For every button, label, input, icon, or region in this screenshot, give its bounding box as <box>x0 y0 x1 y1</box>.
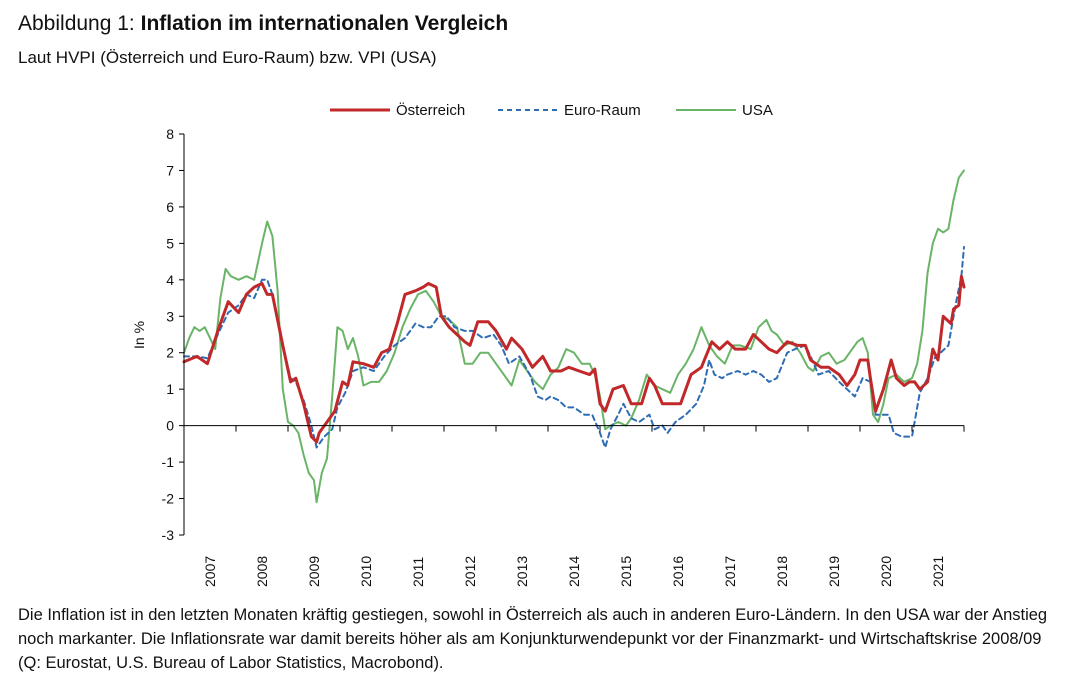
x-tick-label: 2013 <box>514 556 530 587</box>
legend-label: Euro-Raum <box>564 102 641 119</box>
x-tick-label: 2014 <box>566 556 582 587</box>
y-tick-label: -1 <box>162 454 175 470</box>
chart-legend: Österreich Euro-Raum USA <box>330 101 773 119</box>
y-tick-label: 7 <box>166 162 174 178</box>
x-tick-label: 2009 <box>306 556 322 587</box>
y-tick-label: 0 <box>166 418 174 434</box>
figure-title-text: Inflation im internationalen Vergleich <box>140 12 509 35</box>
x-tick-label: 2021 <box>930 556 946 587</box>
y-tick-label: 6 <box>166 199 174 215</box>
figure-title: Abbildung 1: Inflation im internationale… <box>18 10 508 38</box>
series-line-usa <box>183 169 965 504</box>
y-tick-label: 2 <box>166 345 174 361</box>
x-tick-label: 2017 <box>722 556 738 587</box>
y-tick-label: 8 <box>166 126 174 142</box>
y-tick-label: -2 <box>162 491 175 507</box>
series-line-euro-raum <box>183 246 965 449</box>
x-tick-label: 2008 <box>254 556 270 587</box>
figure-number: Abbildung 1: <box>18 12 135 35</box>
legend-label: Österreich <box>396 101 465 119</box>
x-tick-label: 2007 <box>202 556 218 587</box>
inflation-line-chart: Österreich Euro-Raum USA -3 -2 -1 0 1 2 3 4 5 6 7 8 20… <box>131 101 966 587</box>
figure-caption: Die Inflation ist in den letzten Monaten… <box>18 606 1048 672</box>
x-tick-label: 2011 <box>410 557 426 587</box>
x-tick-label: 2018 <box>774 556 790 587</box>
series-layer <box>182 169 966 504</box>
x-tick-label: 2019 <box>826 556 842 587</box>
chart-axes: -3 -2 -1 0 1 2 3 4 5 6 7 8 2007 2008 2009 2010 2011 2012 2… <box>162 126 965 587</box>
series-line-oesterreich <box>182 274 966 444</box>
figure-subtitle: Laut HVPI (Österreich und Euro-Raum) bzw… <box>18 48 437 67</box>
x-tick-label: 2020 <box>878 556 894 587</box>
y-tick-label: 3 <box>166 308 174 324</box>
x-tick-label: 2015 <box>618 556 634 587</box>
x-tick-label: 2012 <box>462 556 478 587</box>
legend-label: USA <box>742 102 773 119</box>
y-tick-label: 5 <box>166 235 174 251</box>
x-tick-label: 2016 <box>670 556 686 587</box>
y-tick-label: 1 <box>166 381 174 397</box>
y-tick-label: 4 <box>166 272 174 288</box>
y-tick-label: -3 <box>162 527 175 543</box>
x-tick-label: 2010 <box>358 556 374 587</box>
y-axis-label: In % <box>131 321 147 349</box>
